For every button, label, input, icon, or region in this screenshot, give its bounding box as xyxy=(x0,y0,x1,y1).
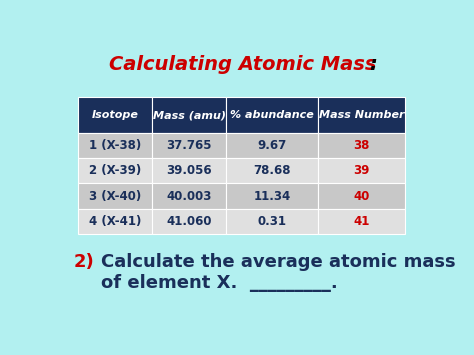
FancyBboxPatch shape xyxy=(318,184,405,209)
Text: Mass Number: Mass Number xyxy=(319,110,404,120)
FancyBboxPatch shape xyxy=(226,158,318,184)
Text: 3 (X-40): 3 (X-40) xyxy=(89,190,141,202)
Text: 39: 39 xyxy=(353,164,370,177)
Text: 38: 38 xyxy=(353,139,370,152)
Text: 4 (X-41): 4 (X-41) xyxy=(89,215,141,228)
Text: :: : xyxy=(369,55,377,74)
Text: 2 (X-39): 2 (X-39) xyxy=(89,164,141,177)
Text: 1 (X-38): 1 (X-38) xyxy=(89,139,141,152)
Text: 41.060: 41.060 xyxy=(166,215,212,228)
FancyBboxPatch shape xyxy=(78,158,152,184)
Text: 0.31: 0.31 xyxy=(257,215,286,228)
FancyBboxPatch shape xyxy=(78,133,152,158)
Text: 41: 41 xyxy=(353,215,370,228)
Text: 39.056: 39.056 xyxy=(166,164,212,177)
Text: 40: 40 xyxy=(353,190,370,202)
Text: 11.34: 11.34 xyxy=(253,190,291,202)
FancyBboxPatch shape xyxy=(226,97,318,133)
FancyBboxPatch shape xyxy=(78,97,152,133)
FancyBboxPatch shape xyxy=(152,209,226,234)
FancyBboxPatch shape xyxy=(152,97,226,133)
FancyBboxPatch shape xyxy=(152,158,226,184)
FancyBboxPatch shape xyxy=(318,133,405,158)
FancyBboxPatch shape xyxy=(78,209,152,234)
FancyBboxPatch shape xyxy=(226,184,318,209)
FancyBboxPatch shape xyxy=(78,184,152,209)
Text: 40.003: 40.003 xyxy=(166,190,212,202)
Text: 37.765: 37.765 xyxy=(166,139,212,152)
FancyBboxPatch shape xyxy=(152,133,226,158)
FancyBboxPatch shape xyxy=(226,133,318,158)
Text: 78.68: 78.68 xyxy=(253,164,291,177)
FancyBboxPatch shape xyxy=(226,209,318,234)
FancyBboxPatch shape xyxy=(318,97,405,133)
Text: % abundance: % abundance xyxy=(230,110,314,120)
FancyBboxPatch shape xyxy=(152,184,226,209)
FancyBboxPatch shape xyxy=(318,209,405,234)
FancyBboxPatch shape xyxy=(318,158,405,184)
Text: Isotope: Isotope xyxy=(91,110,138,120)
Text: Calculate the average atomic mass
of element X.  _________.: Calculate the average atomic mass of ele… xyxy=(101,253,456,292)
Text: Calculating Atomic Mass: Calculating Atomic Mass xyxy=(109,55,377,74)
Text: 9.67: 9.67 xyxy=(257,139,287,152)
Text: 2): 2) xyxy=(74,253,95,271)
Text: Mass (amu): Mass (amu) xyxy=(153,110,226,120)
